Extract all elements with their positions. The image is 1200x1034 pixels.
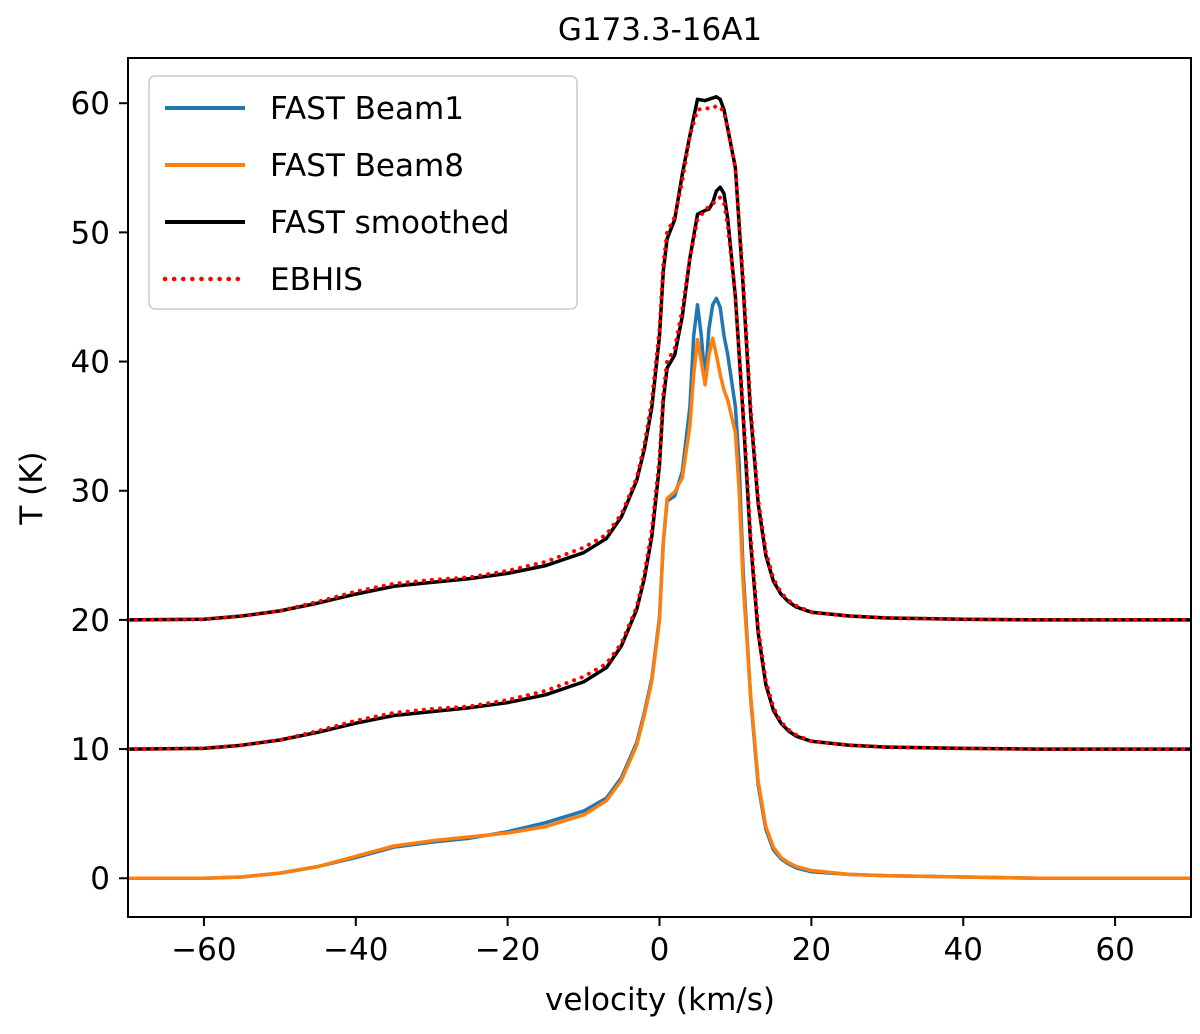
y-tick-label: 40 [71,345,110,381]
y-axis-ticks: 0 10 20 30 40 50 60 [71,86,128,897]
y-tick-label: 0 [90,861,110,897]
y-tick-label: 30 [71,474,110,510]
legend-label: FAST Beam8 [270,148,464,184]
x-tick-label: 40 [943,932,982,968]
x-tick-label: 20 [792,932,831,968]
x-tick-label: −20 [475,932,540,968]
y-tick-label: 10 [71,732,110,768]
series-line-ebhis-offset-20 [126,103,1193,622]
legend-label: EBHIS [270,262,363,298]
y-tick-label: 50 [71,215,110,251]
legend-box [148,75,578,310]
y-axis-label: T (K) [14,451,50,525]
series-line-fast-beam8-offset-0 [128,336,1191,880]
y-tick-label: 20 [71,603,110,639]
chart-title: G173.3-16A1 [558,12,762,48]
x-tick-label: 0 [650,932,670,968]
x-tick-label: 60 [1095,932,1134,968]
x-axis-label: velocity (km/s) [545,982,775,1018]
x-axis-ticks: −60 −40 −20 0 20 40 60 [171,917,1135,968]
y-tick-label: 60 [71,86,110,122]
series-line-ebhis-offset-10 [126,195,1193,752]
legend-label: FAST Beam1 [270,91,464,127]
legend: FAST Beam1 FAST Beam8 FAST smoothed EBHIS [148,75,578,310]
legend-label: FAST smoothed [270,205,510,241]
series-layer [126,95,1193,880]
x-tick-label: −60 [171,932,236,968]
x-tick-label: −40 [323,932,388,968]
